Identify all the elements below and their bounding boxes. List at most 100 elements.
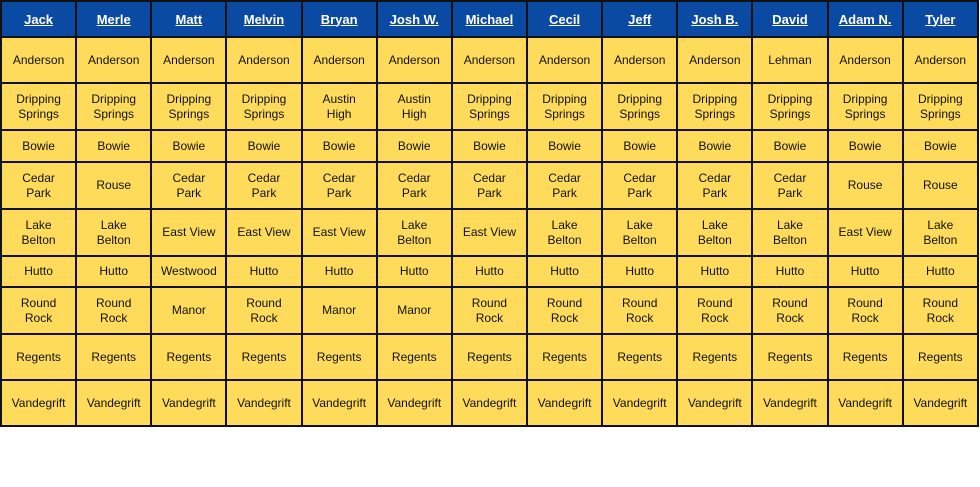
table-body: Anderson Anderson Anderson Anderson Anderson… — [0, 36, 980, 427]
table-cell: Round Rock — [450, 286, 528, 335]
table-cell: East View — [300, 208, 378, 257]
cell-label: Cedar Park — [773, 170, 807, 200]
table-cell: Regents — [676, 333, 754, 381]
cell-label: Anderson — [313, 52, 365, 67]
table-row: Anderson Anderson Anderson Anderson Anderson… — [0, 36, 980, 84]
table-cell: Dripping Springs — [150, 82, 228, 131]
cell-label: Lake Belton — [397, 217, 432, 247]
cell-label: Regents — [767, 349, 813, 364]
cell-label: Round Rock — [20, 295, 57, 325]
cell-label: Anderson — [163, 52, 215, 67]
cell-label: East View — [462, 225, 516, 239]
table-cell: Hutto — [676, 255, 754, 288]
cell-label: Vandegrift — [161, 395, 216, 410]
cell-label: Hutto — [324, 264, 354, 278]
cell-label: Austin High — [397, 91, 431, 121]
cell-label: Regents — [316, 349, 362, 364]
cell-label: Dripping Springs — [91, 91, 137, 121]
cell-label: Lake Belton — [923, 217, 958, 247]
table-cell: Hutto — [300, 255, 378, 288]
column-header: Melvin — [225, 0, 303, 38]
table-cell: Vandegrift — [901, 379, 980, 427]
cell-label: Cedar Park — [548, 170, 581, 200]
picks-table: Jack Merle Matt Melvin Bryan Josh W. Michael Ce… — [0, 0, 980, 427]
table-cell: Anderson — [676, 36, 754, 84]
cell-label: Bowie — [623, 138, 657, 153]
cell-label: Lake Belton — [622, 217, 657, 247]
cell-label: Dripping Springs — [467, 91, 512, 121]
table-cell: Vandegrift — [826, 379, 904, 427]
table-cell: Dripping Springs — [601, 82, 679, 131]
table-row: Vandegrift Vandegrift Vandegrift Vandegrift… — [0, 379, 980, 427]
cell-label: Anderson — [12, 52, 65, 67]
table-cell: Austin High — [300, 82, 378, 131]
table-cell: Round Rock — [75, 286, 153, 335]
cell-label: Anderson — [689, 52, 741, 67]
cell-label: Lake Belton — [547, 217, 582, 247]
table-cell: Dripping Springs — [225, 82, 303, 131]
cell-label: Round Rock — [246, 295, 282, 325]
table-cell: Lake Belton — [75, 208, 153, 257]
cell-label: Anderson — [614, 52, 666, 67]
table-cell: Dripping Springs — [75, 82, 153, 131]
table-cell: Rouse — [826, 161, 904, 210]
table-cell: Regents — [826, 333, 904, 381]
cell-label: Hutto — [550, 264, 579, 278]
table-cell: Lake Belton — [901, 208, 980, 257]
column-header: Jeff — [601, 0, 679, 38]
cell-label: Cedar Park — [22, 170, 55, 200]
table-cell: Dripping Springs — [676, 82, 754, 131]
cell-label: Lake Belton — [772, 217, 807, 247]
table-cell: Lake Belton — [601, 208, 679, 257]
cell-label: Vandegrift — [537, 395, 592, 410]
cell-label: Vandegrift — [612, 395, 667, 410]
table-cell: Anderson — [826, 36, 904, 84]
cell-label: Lake Belton — [96, 217, 131, 247]
table-cell: Regents — [225, 333, 303, 381]
table-cell: Lake Belton — [751, 208, 829, 257]
cell-label: Anderson — [88, 52, 140, 67]
table-cell: Anderson — [901, 36, 980, 84]
table-cell: Bowie — [450, 129, 528, 163]
cell-label: Round Rock — [471, 295, 508, 325]
cell-label: East View — [312, 225, 366, 239]
table-cell: Manor — [375, 286, 453, 335]
table-cell: Cedar Park — [375, 161, 453, 210]
cell-label: Dripping Springs — [16, 91, 61, 121]
cell-label: Cedar Park — [473, 170, 506, 200]
cell-label: Vandegrift — [913, 395, 968, 410]
cell-label: Cedar Park — [623, 170, 657, 200]
table-cell: Regents — [375, 333, 453, 381]
cell-label: Dripping Springs — [617, 91, 663, 121]
table-cell: Anderson — [0, 36, 78, 84]
table-cell: Hutto — [525, 255, 604, 288]
table-cell: Vandegrift — [300, 379, 378, 427]
column-header: Michael — [450, 0, 528, 38]
cell-label: Anderson — [538, 52, 591, 67]
cell-label: Bowie — [473, 138, 506, 153]
cell-label: Westwood — [160, 264, 217, 278]
cell-label: Bowie — [924, 138, 957, 153]
table-cell: Round Rock — [225, 286, 303, 335]
table-row: Lake Belton Lake Belton East View East View… — [0, 208, 980, 257]
table-cell: Lake Belton — [525, 208, 604, 257]
cell-label: Bowie — [322, 138, 356, 153]
table-cell: Cedar Park — [0, 161, 78, 210]
table-cell: Bowie — [0, 129, 78, 163]
cell-label: Round Rock — [847, 295, 883, 325]
table-cell: Round Rock — [0, 286, 78, 335]
table-cell: Lake Belton — [676, 208, 754, 257]
table-cell: Bowie — [375, 129, 453, 163]
cell-label: Cedar Park — [397, 170, 431, 200]
table-cell: Cedar Park — [300, 161, 378, 210]
cell-label: Lake Belton — [697, 217, 732, 247]
column-header: Cecil — [525, 0, 604, 38]
column-header: Josh B. — [676, 0, 754, 38]
table-cell: Dripping Springs — [826, 82, 904, 131]
table-cell: Anderson — [225, 36, 303, 84]
table-cell: Hutto — [450, 255, 528, 288]
cell-label: Regents — [467, 349, 512, 364]
cell-label: Rouse — [923, 178, 958, 192]
table-cell: Vandegrift — [75, 379, 153, 427]
cell-label: Bowie — [848, 138, 882, 153]
